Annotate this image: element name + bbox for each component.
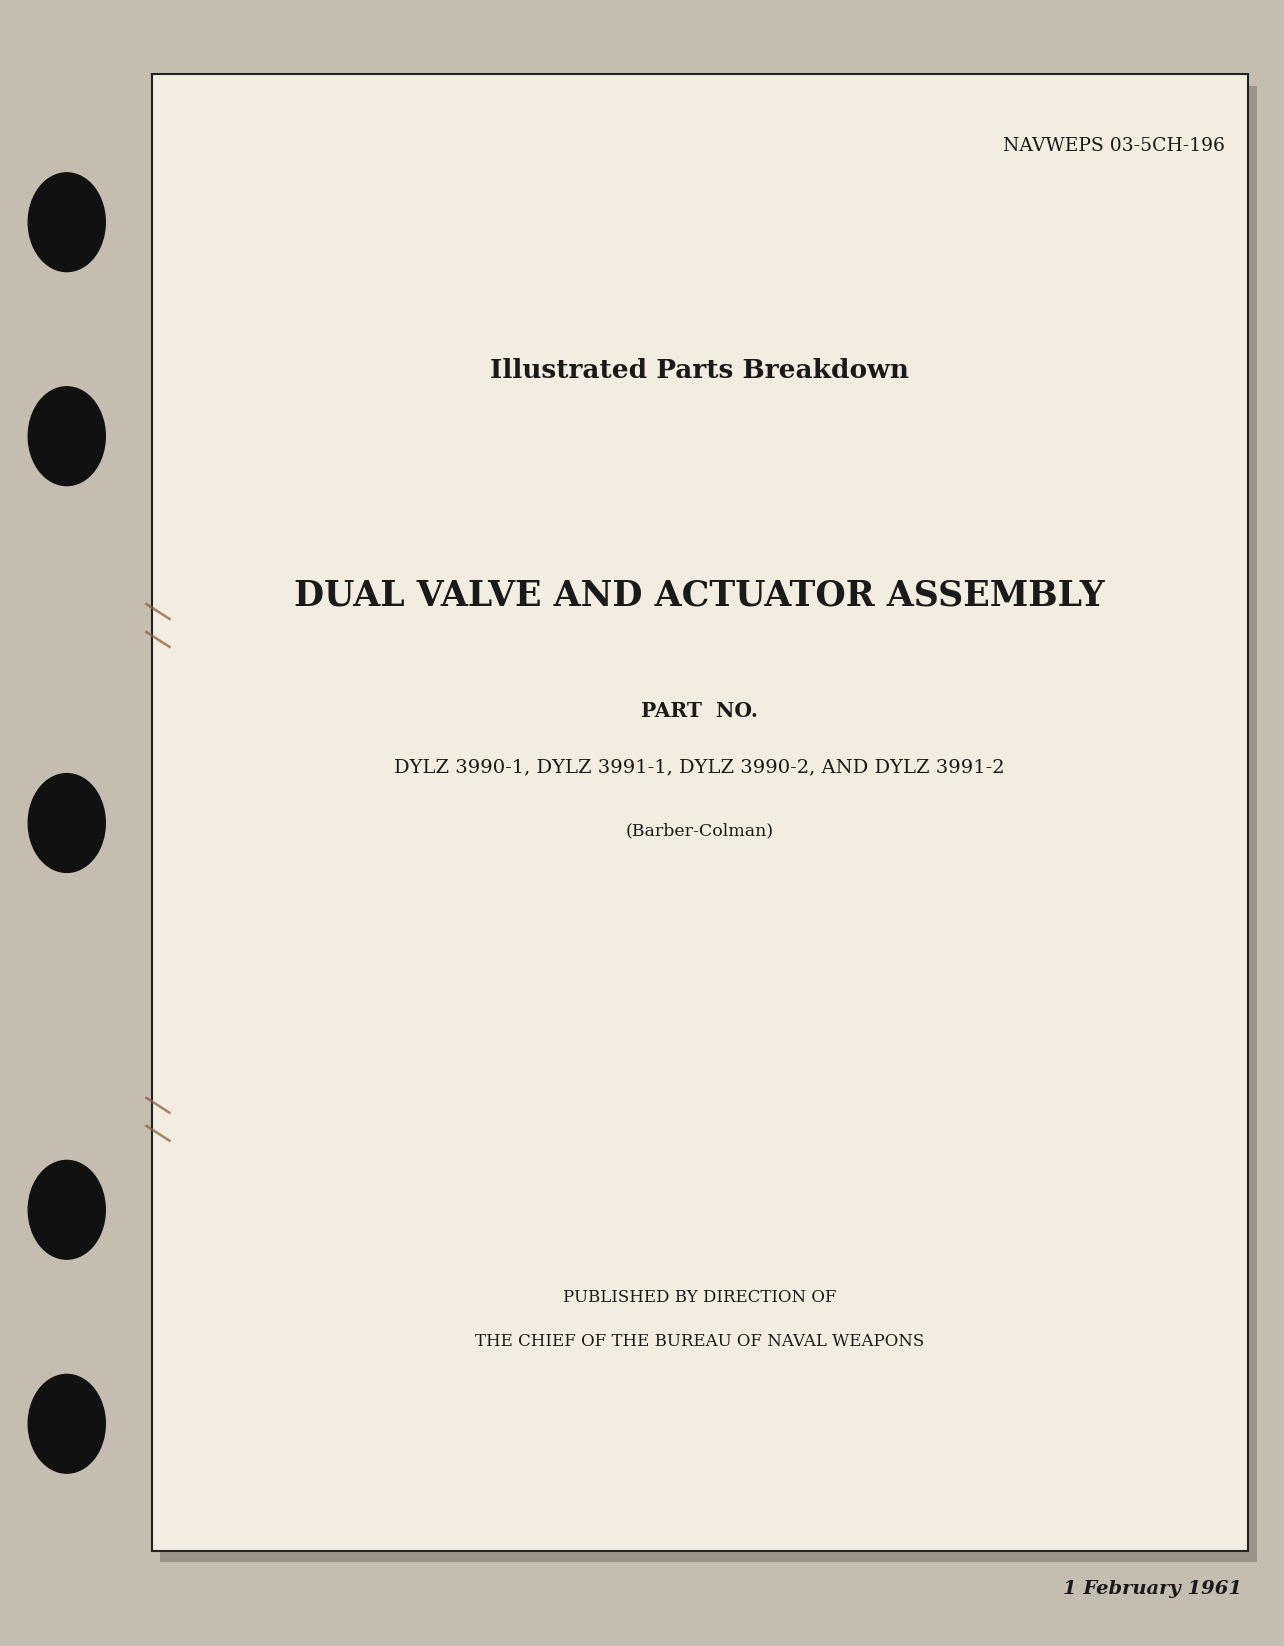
Circle shape	[28, 1374, 105, 1473]
Text: THE CHIEF OF THE BUREAU OF NAVAL WEAPONS: THE CHIEF OF THE BUREAU OF NAVAL WEAPONS	[475, 1333, 924, 1350]
Text: (Barber-Colman): (Barber-Colman)	[625, 823, 774, 839]
FancyBboxPatch shape	[152, 74, 1248, 1551]
Circle shape	[28, 387, 105, 486]
FancyBboxPatch shape	[160, 86, 1257, 1562]
Text: Illustrated Parts Breakdown: Illustrated Parts Breakdown	[490, 357, 909, 384]
Circle shape	[28, 1160, 105, 1259]
Text: PUBLISHED BY DIRECTION OF: PUBLISHED BY DIRECTION OF	[562, 1289, 837, 1305]
Text: DUAL VALVE AND ACTUATOR ASSEMBLY: DUAL VALVE AND ACTUATOR ASSEMBLY	[294, 579, 1106, 612]
Circle shape	[28, 173, 105, 272]
Text: DYLZ 3990-1, DYLZ 3991-1, DYLZ 3990-2, AND DYLZ 3991-2: DYLZ 3990-1, DYLZ 3991-1, DYLZ 3990-2, A…	[394, 759, 1005, 775]
Text: 1 February 1961: 1 February 1961	[1063, 1580, 1242, 1598]
Text: NAVWEPS 03-5CH-196: NAVWEPS 03-5CH-196	[1003, 137, 1225, 155]
Circle shape	[28, 774, 105, 872]
Text: PART  NO.: PART NO.	[641, 701, 759, 721]
